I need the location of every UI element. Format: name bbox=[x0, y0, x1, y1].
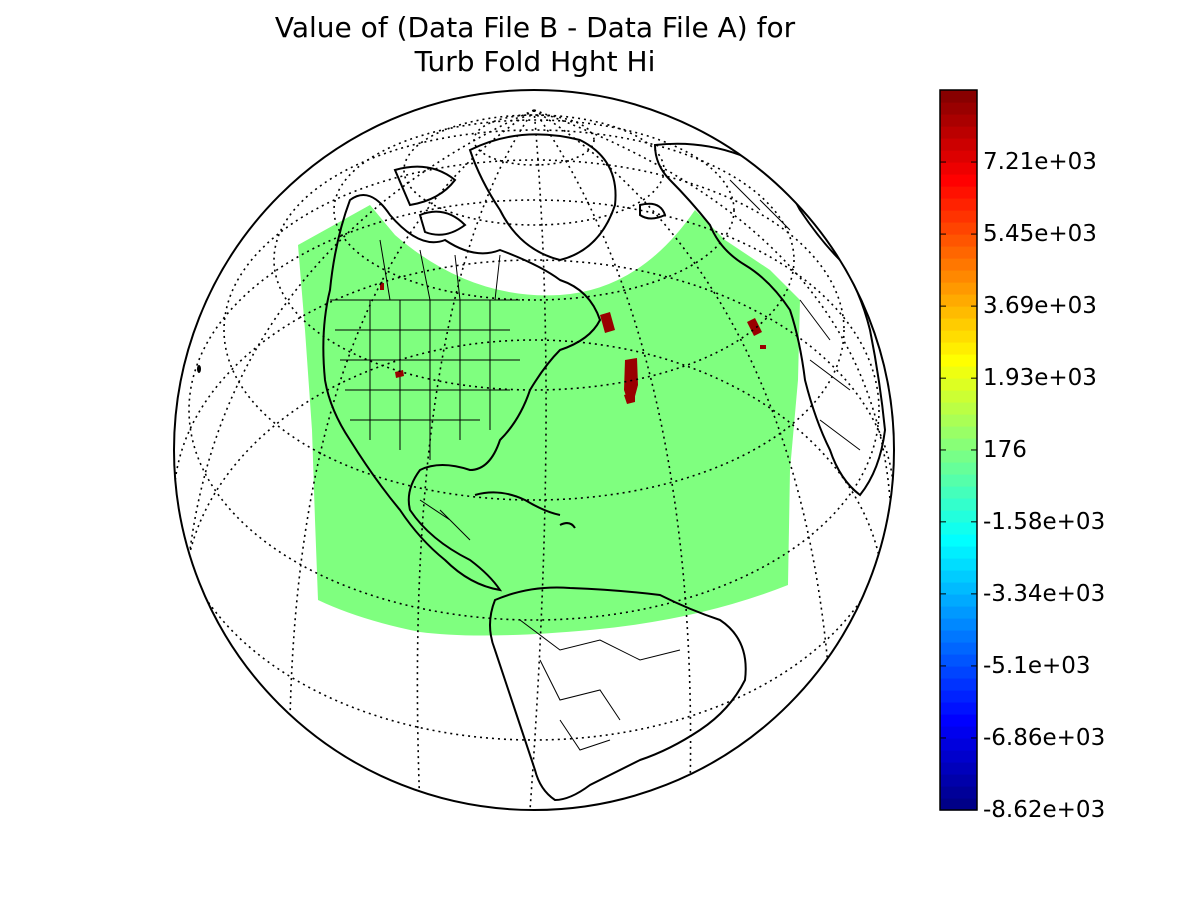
colorbar-band bbox=[940, 258, 977, 271]
colorbar-band bbox=[940, 582, 977, 595]
colorbar-band bbox=[940, 378, 977, 391]
colorbar-band bbox=[940, 786, 977, 799]
colorbar-band bbox=[940, 558, 977, 571]
colorbar-band bbox=[940, 162, 977, 175]
chart-title-line-2: Turb Fold Hght Hi bbox=[414, 45, 656, 78]
colorbar-band bbox=[940, 570, 977, 583]
colorbar-band bbox=[940, 294, 977, 307]
colorbar-band bbox=[940, 402, 977, 415]
colorbar-band bbox=[940, 750, 977, 763]
colorbar-band bbox=[940, 534, 977, 547]
anomaly-patch-west bbox=[395, 370, 404, 378]
colorbar-band bbox=[940, 390, 977, 403]
colorbar-tick-label: 1.93e+03 bbox=[983, 365, 1097, 392]
colorbar-band bbox=[940, 126, 977, 139]
colorbar-tick-label: 5.45e+03 bbox=[983, 221, 1097, 248]
globe-content bbox=[174, 109, 894, 810]
colorbar-band bbox=[940, 666, 977, 679]
anomaly-patches bbox=[380, 283, 766, 404]
colorbar-band bbox=[940, 654, 977, 667]
colorbar-band bbox=[940, 498, 977, 511]
colorbar-band bbox=[940, 678, 977, 691]
colorbar-band bbox=[940, 462, 977, 475]
colorbar-band bbox=[940, 270, 977, 283]
chart-title-line-1: Value of (Data File B - Data File A) for bbox=[274, 11, 796, 44]
colorbar-band bbox=[940, 90, 977, 103]
colorbar-band bbox=[940, 342, 977, 355]
south-america-outline bbox=[489, 586, 747, 802]
colorbar-ticks bbox=[940, 161, 977, 811]
island-dot bbox=[197, 365, 201, 373]
colorbar-band bbox=[940, 702, 977, 715]
colorbar-band bbox=[940, 438, 977, 451]
colorbar-band bbox=[940, 318, 977, 331]
colorbar-band bbox=[940, 426, 977, 439]
colorbar-band bbox=[940, 546, 977, 559]
colorbar-band bbox=[940, 150, 977, 163]
anomaly-patch-atlantic-south bbox=[624, 392, 635, 404]
colorbar-tick-label: -3.34e+03 bbox=[983, 580, 1106, 607]
colorbar-band bbox=[940, 630, 977, 643]
colorbar-band bbox=[940, 138, 977, 151]
greenland-outline bbox=[468, 133, 617, 262]
colorbar-band bbox=[940, 366, 977, 379]
colorbar-band bbox=[940, 282, 977, 295]
anomaly-patch-small-east bbox=[760, 345, 766, 349]
colorbar-band bbox=[940, 114, 977, 127]
colorbar-tick-label: -5.1e+03 bbox=[983, 652, 1091, 679]
colorbar-band bbox=[940, 738, 977, 751]
colorbar-band bbox=[940, 174, 977, 187]
colorbar-band bbox=[940, 522, 977, 535]
colorbar-band bbox=[940, 606, 977, 619]
caribbean-outline bbox=[474, 491, 576, 529]
colorbar-band bbox=[940, 210, 977, 223]
colorbar-band bbox=[940, 726, 977, 739]
colorbar-band bbox=[940, 486, 977, 499]
colorbar-tick-label: 176 bbox=[983, 436, 1027, 463]
colorbar-band bbox=[940, 306, 977, 319]
colorbar-band bbox=[940, 234, 977, 247]
colorbar-band bbox=[940, 798, 977, 811]
colorbar-band bbox=[940, 690, 977, 703]
colorbar-band bbox=[940, 642, 977, 655]
anomaly-patch-newfoundland bbox=[600, 312, 615, 333]
north-america-outline bbox=[322, 194, 602, 592]
colorbar-tick-label: 3.69e+03 bbox=[983, 293, 1097, 320]
colorbar-band bbox=[940, 354, 977, 367]
colorbar-band bbox=[940, 474, 977, 487]
colorbar-band bbox=[940, 330, 977, 343]
globe-boundary bbox=[173, 89, 895, 811]
colorbar-band bbox=[940, 618, 977, 631]
colorbar-tick-label: -6.86e+03 bbox=[983, 724, 1106, 751]
colorbar-band bbox=[940, 222, 977, 235]
colorbar-band bbox=[940, 594, 977, 607]
colorbar-tick-label: -8.62e+03 bbox=[983, 797, 1106, 823]
colorbar-tick-label: -1.58e+03 bbox=[983, 508, 1106, 535]
colorbar-band bbox=[940, 198, 977, 211]
anomaly-patch-north-canada bbox=[380, 283, 384, 290]
anomaly-patch-north-atlantic bbox=[747, 318, 762, 336]
colorbar-tick-label: 7.21e+03 bbox=[983, 149, 1097, 176]
colorbar-band bbox=[940, 246, 977, 259]
colorbar-band bbox=[940, 762, 977, 775]
colorbar-band bbox=[940, 102, 977, 115]
colorbar-band bbox=[940, 450, 977, 463]
colorbar-bands bbox=[940, 90, 977, 811]
europe-africa-outline bbox=[653, 142, 887, 497]
colorbar-band bbox=[940, 774, 977, 787]
political-boundaries bbox=[330, 179, 861, 751]
colorbar-band bbox=[940, 714, 977, 727]
colorbar-band bbox=[940, 510, 977, 523]
colorbar-band bbox=[940, 186, 977, 199]
colorbar-band bbox=[940, 414, 977, 427]
